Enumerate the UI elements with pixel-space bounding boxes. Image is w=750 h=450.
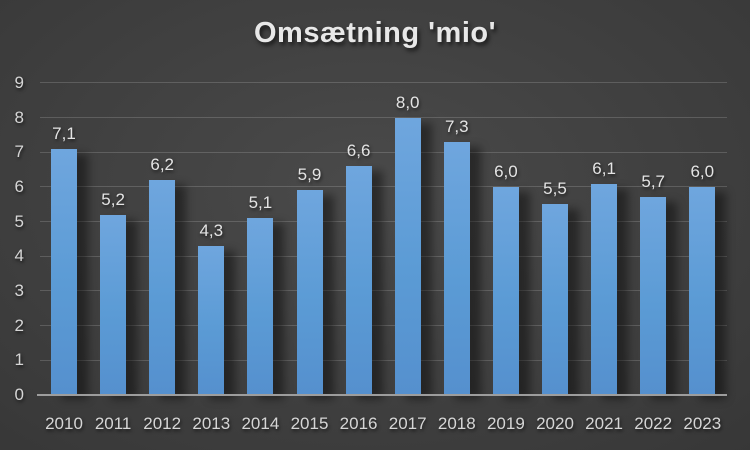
bar-2017 bbox=[394, 117, 421, 394]
y-axis-tick-7: 7 bbox=[14, 142, 24, 162]
gridline-y-3 bbox=[40, 290, 727, 292]
value-label-2019: 6,0 bbox=[494, 161, 518, 181]
gridline-y-8 bbox=[40, 117, 727, 119]
value-label-2012: 6,2 bbox=[150, 155, 174, 175]
y-axis-tick-8: 8 bbox=[14, 107, 24, 127]
x-axis-tick-2023: 2023 bbox=[683, 414, 722, 433]
x-axis-tick-2014: 2014 bbox=[241, 414, 280, 433]
x-axis-tick-2011: 2011 bbox=[94, 414, 132, 433]
bar-2016 bbox=[345, 166, 372, 394]
x-axis-tick-2018: 2018 bbox=[437, 414, 476, 433]
chart-title: Omsætning 'mio' bbox=[253, 17, 497, 49]
value-label-2011: 5,2 bbox=[101, 189, 125, 209]
x-axis-line bbox=[37, 394, 727, 396]
bar-2012 bbox=[149, 180, 176, 394]
gridline-y-7 bbox=[40, 151, 727, 153]
value-label-2014: 5,1 bbox=[248, 193, 273, 213]
gridline-y-4 bbox=[40, 255, 727, 257]
bar-2011 bbox=[100, 214, 127, 394]
value-label-2018: 7,3 bbox=[444, 116, 469, 136]
gridline-y-2 bbox=[40, 325, 727, 327]
y-axis-tick-1: 1 bbox=[14, 350, 24, 370]
gridline-y-6 bbox=[40, 186, 727, 188]
bar-2022 bbox=[640, 197, 667, 394]
x-axis-tick-2022: 2022 bbox=[634, 414, 673, 433]
x-axis-tick-2017: 2017 bbox=[388, 414, 427, 433]
value-label-2017: 8,0 bbox=[395, 92, 420, 112]
bar-2014 bbox=[247, 218, 274, 394]
x-axis-tick-2020: 2020 bbox=[536, 414, 574, 433]
x-axis-tick-2012: 2012 bbox=[143, 414, 182, 433]
value-label-2010: 7,1 bbox=[52, 123, 76, 143]
gridline-y-5 bbox=[40, 221, 727, 223]
bar-2015 bbox=[296, 190, 323, 394]
value-label-2022: 5,7 bbox=[641, 172, 665, 192]
y-axis-tick-2: 2 bbox=[14, 315, 24, 335]
value-label-2023: 6,0 bbox=[690, 161, 715, 181]
y-axis-tick-9: 9 bbox=[14, 72, 24, 92]
value-label-2013: 4,3 bbox=[199, 220, 224, 240]
value-label-2020: 5,5 bbox=[543, 179, 567, 199]
value-label-2016: 6,6 bbox=[346, 141, 371, 161]
x-axis-tick-2010: 2010 bbox=[45, 414, 83, 433]
y-axis-tick-0: 0 bbox=[14, 385, 24, 404]
y-axis-tick-5: 5 bbox=[14, 211, 24, 231]
bar-2019 bbox=[492, 186, 519, 394]
x-axis-tick-2016: 2016 bbox=[339, 414, 378, 433]
bar-2020 bbox=[542, 204, 568, 394]
y-axis-tick-3: 3 bbox=[14, 280, 24, 300]
gridline-y-9 bbox=[40, 82, 727, 84]
value-label-2021: 6,1 bbox=[592, 158, 616, 178]
gridline-y-1 bbox=[40, 359, 727, 361]
value-label-2015: 5,9 bbox=[297, 165, 322, 185]
bar-2021 bbox=[591, 183, 618, 394]
x-axis-tick-2015: 2015 bbox=[290, 414, 329, 433]
x-axis-tick-2021: 2021 bbox=[585, 414, 623, 433]
x-axis-tick-2013: 2013 bbox=[192, 414, 231, 433]
y-axis-tick-6: 6 bbox=[14, 176, 24, 196]
bar-2010 bbox=[51, 148, 77, 394]
y-axis-tick-4: 4 bbox=[14, 246, 24, 266]
bar-2018 bbox=[443, 141, 470, 394]
x-axis-tick-2019: 2019 bbox=[486, 414, 525, 433]
bar-2013 bbox=[198, 245, 225, 394]
bar-2023 bbox=[689, 186, 716, 394]
